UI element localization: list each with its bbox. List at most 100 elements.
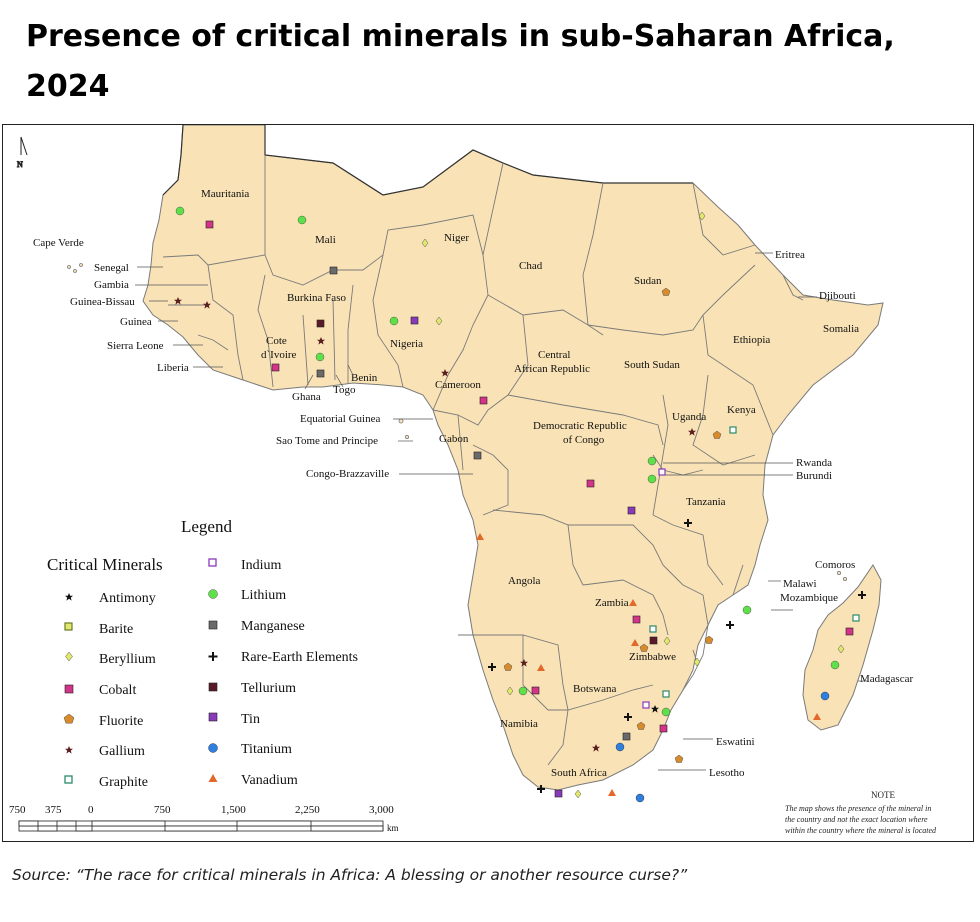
legend-item-gallium: Gallium (65, 744, 145, 759)
label-drc-line2: of Congo (563, 434, 605, 446)
titanium-markers (615, 691, 830, 803)
barite-square-icon (64, 622, 73, 631)
label-south-africa: South Africa (551, 767, 607, 779)
label-guinea: Guinea (120, 316, 152, 328)
legend-item-vanadium: Vanadium (208, 773, 298, 788)
map-frame: N Mauritania Mali Niger Chad Sudan Eritr… (2, 124, 974, 842)
vanadium-markers (476, 533, 821, 796)
label-senegal: Senegal (94, 262, 129, 274)
svg-text:Graphite: Graphite (99, 775, 148, 790)
svg-text:Fluorite: Fluorite (99, 714, 143, 729)
scale-tick-2250: 2,250 (295, 804, 320, 816)
label-rwanda: Rwanda (796, 457, 832, 469)
label-mauritania: Mauritania (201, 188, 249, 200)
tellurium-markers (316, 319, 658, 645)
svg-text:Gallium: Gallium (99, 744, 145, 759)
indium-markers (642, 468, 666, 709)
label-gabon: Gabon (439, 433, 469, 445)
label-cote-line1: Cote (266, 335, 287, 347)
legend-item-barite: Barite (64, 622, 133, 637)
titanium-circle-icon (208, 743, 218, 753)
label-uganda: Uganda (672, 411, 706, 423)
label-eswatini: Eswatini (716, 736, 755, 748)
label-burundi: Burundi (796, 470, 832, 482)
label-namibia: Namibia (500, 718, 538, 730)
graphite-markers (649, 426, 860, 698)
tin-square-icon (208, 712, 218, 722)
legend-right: Indium Lithium Manganese Rare-Earth Elem… (208, 558, 358, 788)
label-guinea-bissau: Guinea-Bissau (70, 296, 135, 308)
note-line-2: the country and not the exact location w… (785, 815, 928, 824)
svg-text:Indium: Indium (241, 558, 282, 573)
label-kenya: Kenya (727, 404, 756, 416)
svg-text:Beryllium: Beryllium (99, 652, 156, 667)
label-south-sudan: South Sudan (624, 359, 680, 371)
vanadium-triangle-icon (208, 774, 218, 782)
label-malawi: Malawi (783, 578, 817, 590)
label-djibouti: Djibouti (819, 290, 856, 302)
svg-text:Manganese: Manganese (241, 619, 305, 634)
label-comoros: Comoros (815, 559, 855, 571)
country-borders (162, 155, 804, 766)
antimony-star-icon (65, 593, 73, 601)
lithium-markers (175, 206, 840, 717)
label-lesotho: Lesotho (709, 767, 745, 779)
note-line-3: within the country where the mineral is … (785, 826, 937, 835)
gallium-star-icon (65, 746, 73, 754)
cobalt-square-icon (64, 684, 74, 694)
lithium-circle-icon (208, 589, 218, 599)
manganese-square-icon (208, 620, 218, 630)
islands (67, 263, 848, 581)
legend-item-manganese: Manganese (208, 619, 305, 634)
legend-item-beryllium: Beryllium (65, 651, 156, 667)
label-cameroon: Cameroon (435, 379, 481, 391)
label-mozambique: Mozambique (780, 592, 838, 604)
svg-text:Barite: Barite (99, 622, 133, 637)
legend-heading: Critical Minerals (47, 555, 163, 574)
legend-item-indium: Indium (208, 558, 282, 573)
label-zambia: Zambia (595, 597, 629, 609)
scale-unit: km (387, 823, 399, 833)
north-africa-boundary (162, 125, 693, 196)
svg-text:Tellurium: Tellurium (241, 681, 296, 696)
legend-item-tin: Tin (208, 712, 260, 727)
label-cape-verde: Cape Verde (33, 237, 84, 249)
source-caption: Source: “The race for critical minerals … (12, 866, 688, 884)
svg-text:Antimony: Antimony (99, 591, 156, 606)
label-madagascar: Madagascar (860, 673, 913, 685)
label-sierra-leone: Sierra Leone (107, 340, 164, 352)
label-ghana: Ghana (292, 391, 321, 403)
label-equatorial-guinea: Equatorial Guinea (300, 413, 380, 425)
svg-text:Vanadium: Vanadium (241, 773, 298, 788)
svg-text:Titanium: Titanium (241, 742, 292, 757)
rare-earth-markers (488, 519, 866, 793)
legend-item-lithium: Lithium (208, 588, 286, 603)
label-ethiopia: Ethiopia (733, 334, 770, 346)
label-botswana: Botswana (573, 683, 617, 695)
label-chad: Chad (519, 260, 543, 272)
legend-item-rare-earth: Rare-Earth Elements (208, 650, 358, 665)
label-eritrea: Eritrea (775, 249, 805, 261)
label-drc-line1: Democratic Republic (533, 420, 627, 432)
scale-bar: 750 375 0 750 1,500 2,250 3,000 km (9, 804, 399, 833)
cobalt-markers (205, 220, 854, 733)
continent-outline (142, 125, 884, 791)
leader-lines (135, 252, 868, 771)
svg-text:Tin: Tin (241, 712, 260, 727)
label-liberia: Liberia (157, 362, 189, 374)
page-title: Presence of critical minerals in sub-Sah… (26, 19, 895, 104)
label-benin: Benin (351, 372, 378, 384)
scale-tick-750: 750 (154, 804, 171, 816)
label-sudan: Sudan (634, 275, 662, 287)
label-burkina-faso: Burkina Faso (287, 292, 346, 304)
legend-item-fluorite: Fluorite (63, 713, 143, 729)
label-car-line2: African Republic (514, 363, 590, 375)
mineral-markers (174, 206, 866, 803)
legend-item-antimony: Antimony (65, 591, 156, 606)
fluorite-markers (503, 287, 722, 763)
label-somalia: Somalia (823, 323, 859, 335)
beryllium-markers (421, 211, 845, 799)
tellurium-square-icon (208, 682, 218, 692)
legend-item-cobalt: Cobalt (64, 683, 136, 698)
africa-map: N Mauritania Mali Niger Chad Sudan Eritr… (9, 125, 937, 835)
